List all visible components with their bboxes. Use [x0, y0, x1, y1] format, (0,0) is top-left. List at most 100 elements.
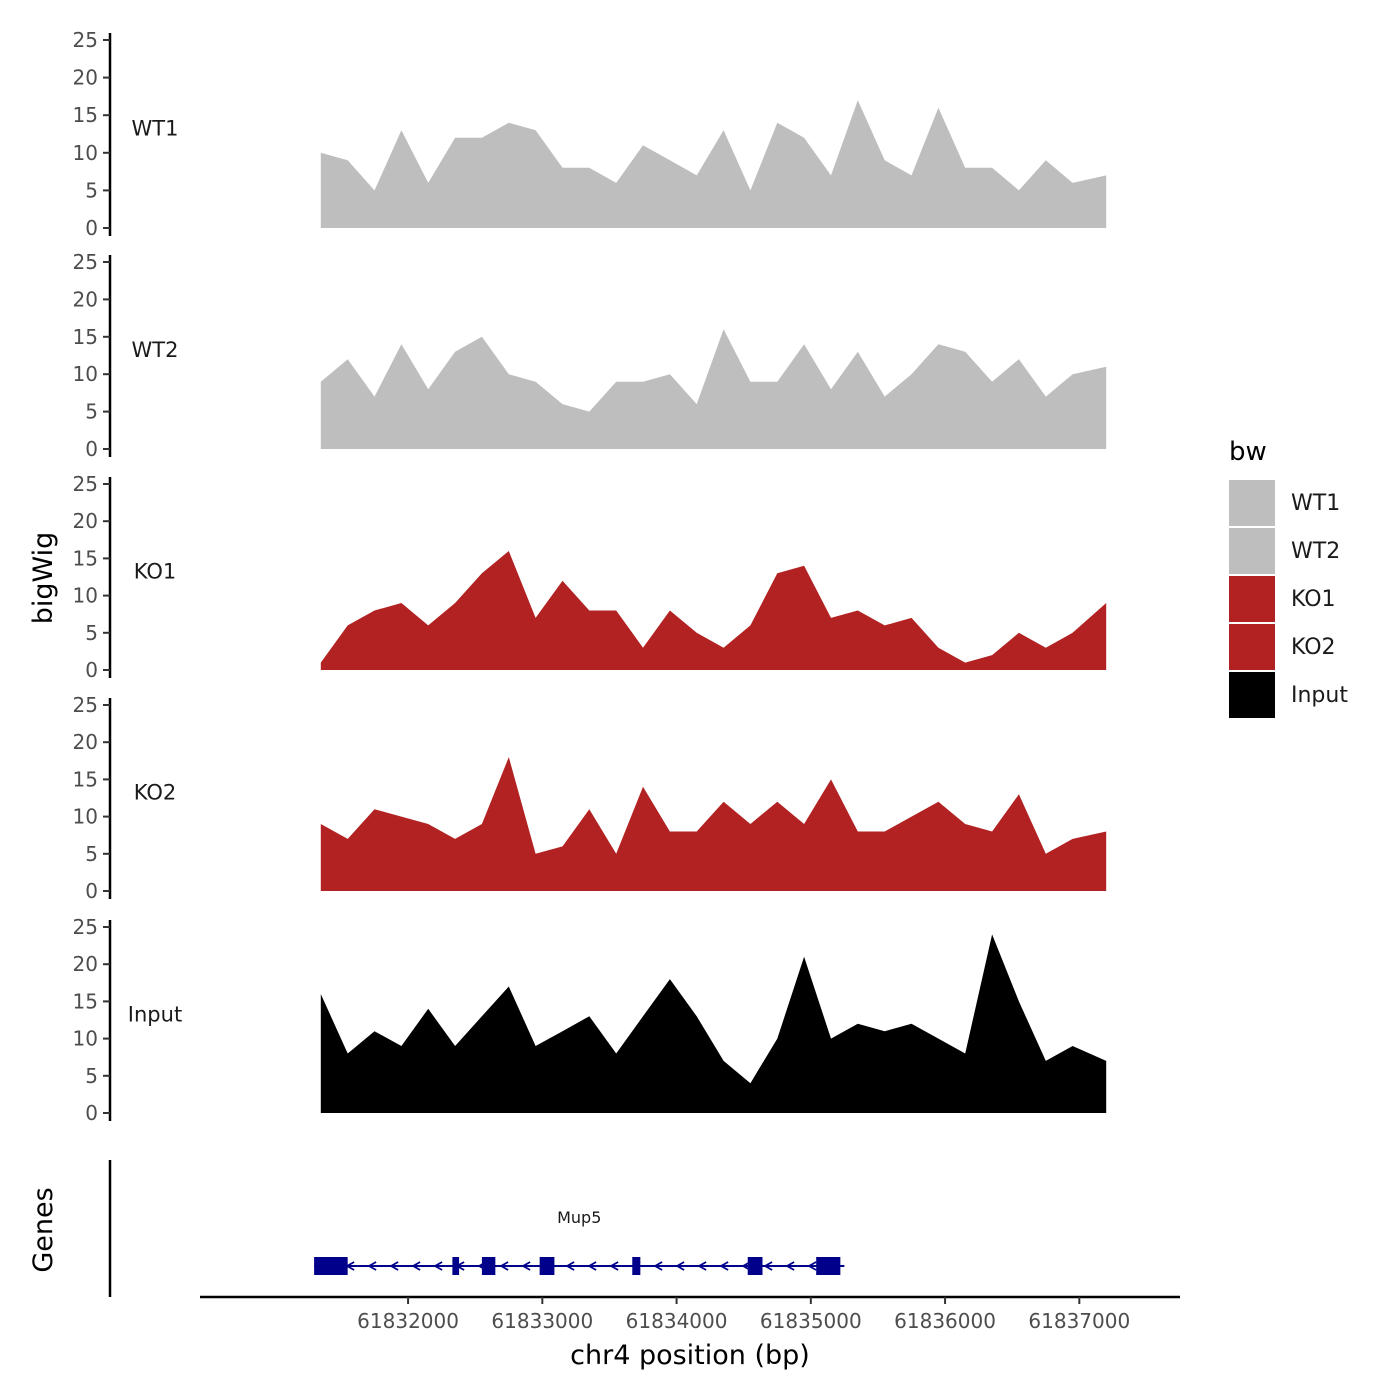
- legend-swatch: [1229, 576, 1275, 622]
- legend-item-wt2: WT2: [1229, 528, 1340, 574]
- y-tick-label: 0: [85, 437, 98, 461]
- gene-name-label: Mup5: [557, 1208, 601, 1227]
- strand-arrow: [609, 1261, 619, 1271]
- y-tick-label: 5: [85, 842, 98, 866]
- x-tick-label: 61832000: [357, 1309, 459, 1333]
- track-wt2: 0 5 10 15 20 25 WT2: [73, 250, 1107, 461]
- strand-arrow: [389, 1261, 399, 1271]
- y-tick-label: 15: [73, 546, 98, 570]
- strand-arrow: [697, 1261, 707, 1271]
- area-ko1: [320, 551, 1107, 670]
- area-input: [320, 934, 1107, 1113]
- genes-panel: Mup5: [108, 1160, 845, 1297]
- y-tick-label: 0: [85, 216, 98, 240]
- track-label: WT2: [132, 338, 179, 362]
- y-tick-label: 15: [73, 989, 98, 1013]
- y-tick-label: 0: [85, 658, 98, 682]
- y-tick-label: 0: [85, 1101, 98, 1125]
- y-tick-label: 15: [73, 325, 98, 349]
- legend-title: bw: [1229, 437, 1267, 467]
- strand-arrow: [433, 1261, 443, 1271]
- track-ko1: 0 5 10 15 20 25 KO1: [73, 472, 1107, 682]
- y-tick-label: 20: [73, 952, 98, 976]
- y-tick-label: 10: [73, 141, 98, 165]
- gene-mup5: Mup5: [314, 1208, 845, 1275]
- area-wt2: [320, 329, 1107, 449]
- area-ko2: [320, 757, 1107, 891]
- y-tick-label: 10: [73, 1027, 98, 1051]
- legend-label: WT1: [1291, 491, 1340, 516]
- y-tick-label: 20: [73, 509, 98, 533]
- y-tick-label: 25: [73, 915, 98, 939]
- strand-arrow: [367, 1261, 377, 1271]
- track-label: KO2: [134, 781, 177, 805]
- y-tick-label: 20: [73, 730, 98, 754]
- y-tick-label: 25: [73, 28, 98, 52]
- x-tick-label: 61834000: [626, 1309, 728, 1333]
- strand-arrow: [807, 1261, 817, 1271]
- track-label: Input: [128, 1003, 182, 1027]
- legend-label: Input: [1291, 683, 1348, 708]
- legend-swatch: [1229, 528, 1275, 574]
- y-tick-label: 15: [73, 103, 98, 127]
- y-tick-label: 25: [73, 472, 98, 496]
- y-tick-label: 20: [73, 287, 98, 311]
- gene-exon: [632, 1257, 641, 1275]
- legend-item-ko1: KO1: [1229, 576, 1336, 622]
- track-label: KO1: [134, 560, 177, 584]
- x-tick-label: 61836000: [894, 1309, 996, 1333]
- y-tick-label: 20: [73, 66, 98, 90]
- x-tick-label: 61835000: [760, 1309, 862, 1333]
- y-tick-label: 25: [73, 250, 98, 274]
- y-tick-label: 5: [85, 621, 98, 645]
- track-label: WT1: [132, 117, 179, 141]
- strand-arrow: [521, 1261, 531, 1271]
- strand-arrow: [653, 1261, 663, 1271]
- x-axis-title: chr4 position (bp): [570, 1340, 810, 1371]
- strand-arrow: [499, 1261, 509, 1271]
- strand-arrow: [763, 1261, 773, 1271]
- legend-label: WT2: [1291, 539, 1340, 564]
- legend-item-ko2: KO2: [1229, 624, 1336, 670]
- y-tick-label: 10: [73, 805, 98, 829]
- legend-swatch: [1229, 672, 1275, 718]
- track-input: 0 5 10 15 20 25 Input: [73, 915, 1107, 1125]
- y-tick-label: 25: [73, 693, 98, 717]
- x-tick-label: 61833000: [491, 1309, 593, 1333]
- x-axis: 61832000 61833000 61834000 61835000 61836000…: [200, 1295, 1180, 1333]
- y-tick-label: 0: [85, 879, 98, 903]
- y-tick-label: 15: [73, 767, 98, 791]
- legend-label: KO2: [1291, 635, 1336, 660]
- strand-arrow: [785, 1261, 795, 1271]
- x-tick-label: 61837000: [1028, 1309, 1130, 1333]
- gene-exon: [452, 1257, 460, 1275]
- y-tick-label: 5: [85, 1064, 98, 1088]
- legend: WT1 WT2 KO1 KO2 Input: [1229, 480, 1348, 718]
- legend-swatch: [1229, 480, 1275, 526]
- gene-exon: [816, 1257, 841, 1275]
- y-tick-label: 10: [73, 584, 98, 608]
- area-wt1: [320, 100, 1107, 228]
- tracks-panel: 0510152025WT10510152025WT20510152025KO10…: [73, 28, 1107, 1125]
- strand-arrow: [565, 1261, 575, 1271]
- y-tick-label: 10: [73, 362, 98, 386]
- genes-axis-title: Genes: [28, 1187, 59, 1272]
- legend-label: KO1: [1291, 587, 1336, 612]
- strand-arrow: [587, 1261, 597, 1271]
- track-wt1: 0 5 10 15 20 25 WT1: [73, 28, 1107, 240]
- track-ko2: 0 5 10 15 20 25 KO2: [73, 693, 1107, 903]
- legend-item-wt1: WT1: [1229, 480, 1340, 526]
- y-tick-label: 5: [85, 400, 98, 424]
- strand-arrow: [411, 1261, 421, 1271]
- legend-swatch: [1229, 624, 1275, 670]
- gene-exon: [481, 1257, 496, 1275]
- y-axis-title: bigWig: [28, 532, 59, 625]
- y-tick-label: 5: [85, 178, 98, 202]
- strand-arrow: [719, 1261, 729, 1271]
- gene-exon: [314, 1257, 348, 1275]
- strand-arrow: [675, 1261, 685, 1271]
- gene-exon: [747, 1257, 763, 1275]
- gene-exon: [539, 1257, 555, 1275]
